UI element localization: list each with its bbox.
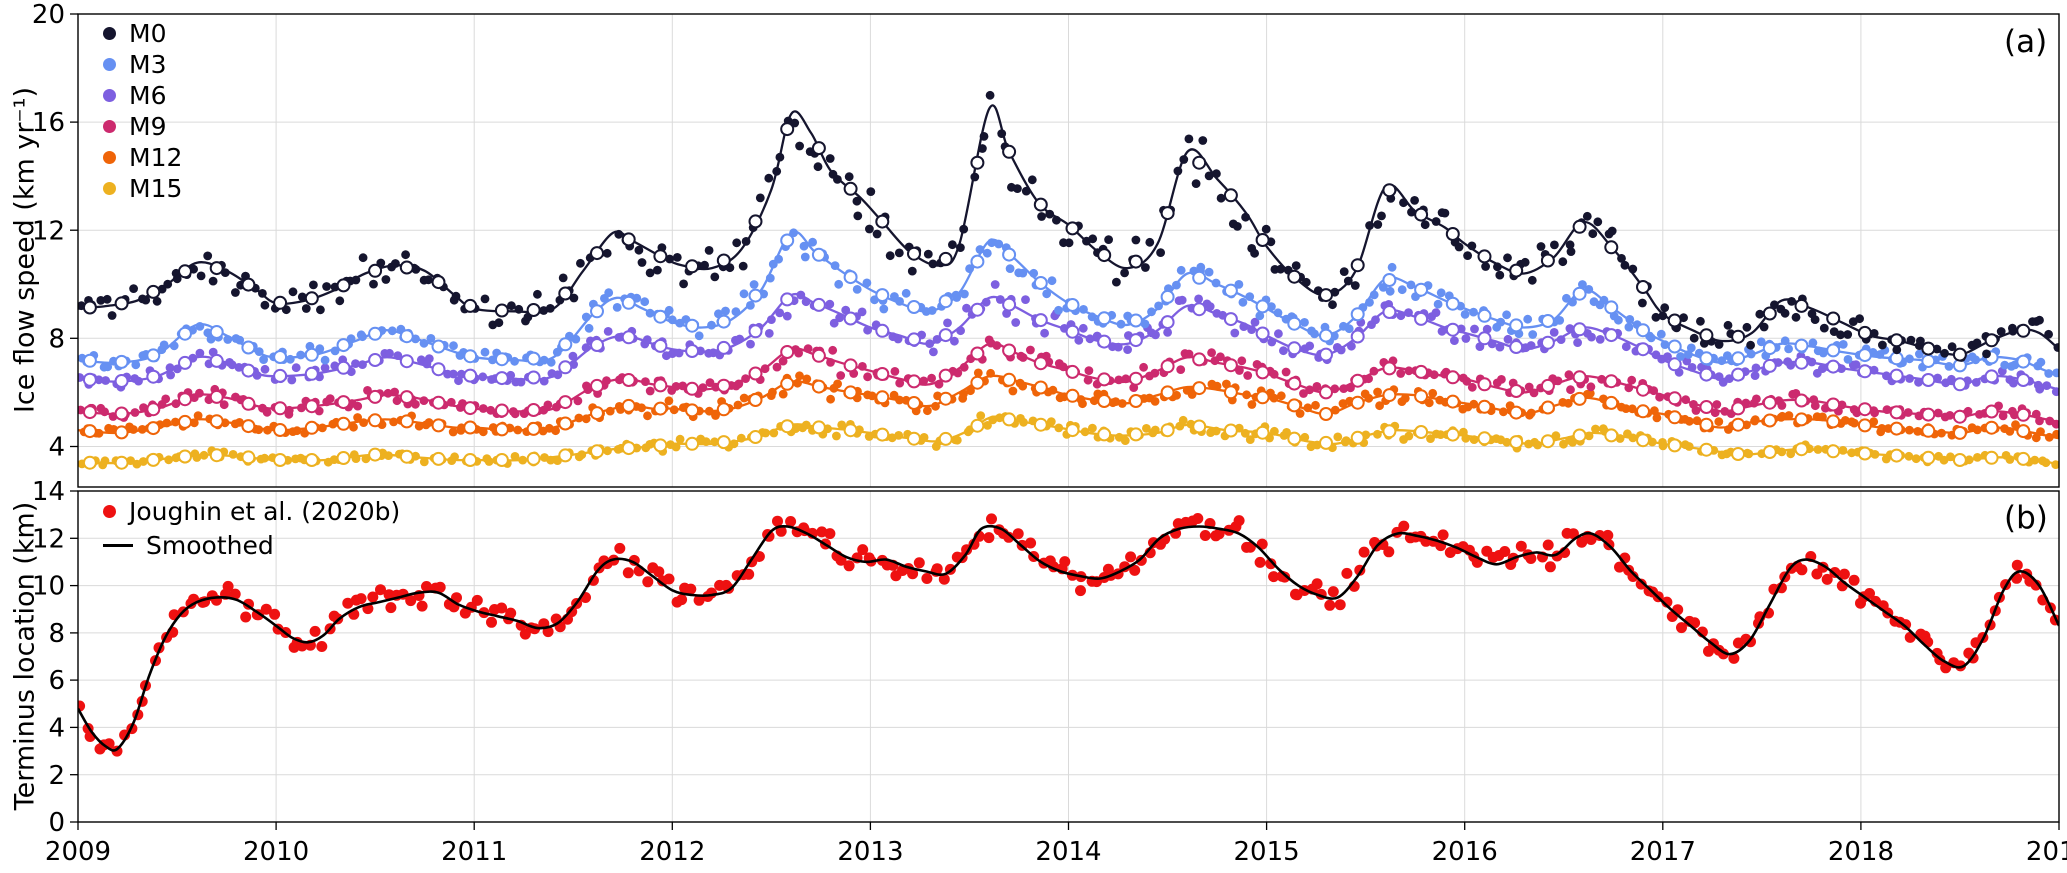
svg-text:2009: 2009: [45, 837, 111, 867]
ticks-a: 4 8 12 16 20: [32, 0, 78, 463]
series-m15: [78, 411, 2059, 470]
grid-b: [77, 490, 2060, 823]
ticks-b: 0 2 4 6 8 10 12 14 2009 2010 2011 2012 2013 2014 2015 2…: [32, 477, 2067, 867]
series-smoothed: [78, 524, 2059, 752]
svg-text:2014: 2014: [1035, 837, 1101, 867]
svg-text:2015: 2015: [1234, 837, 1300, 867]
svg-text:12: 12: [32, 216, 65, 246]
svg-text:2013: 2013: [837, 837, 903, 867]
svg-text:4: 4: [48, 433, 65, 463]
series-m6: [78, 280, 2059, 397]
svg-text:0: 0: [48, 808, 65, 838]
series-m0: [78, 90, 2059, 362]
svg-text:14: 14: [32, 477, 65, 507]
svg-text:2: 2: [48, 761, 65, 791]
svg-text:2016: 2016: [1432, 837, 1498, 867]
svg-text:6: 6: [48, 666, 65, 696]
svg-text:16: 16: [32, 108, 65, 138]
svg-text:2011: 2011: [441, 837, 507, 867]
svg-text:8: 8: [48, 324, 65, 354]
svg-text:10: 10: [32, 572, 65, 602]
svg-text:8: 8: [48, 619, 65, 649]
series-m3: [78, 228, 2059, 378]
svg-text:2010: 2010: [243, 837, 309, 867]
svg-text:2012: 2012: [639, 837, 705, 867]
series-joughin: [78, 513, 2059, 757]
series-m12: [78, 368, 2059, 443]
series-m9: [78, 335, 2059, 429]
panel-a: 4 8 12 16 20: [32, 0, 2060, 488]
svg-text:2017: 2017: [1630, 837, 1696, 867]
panel-b: 0 2 4 6 8 10 12 14 2009 2010 2011 2012 2013 2014 2015 2…: [32, 477, 2067, 867]
svg-text:2018: 2018: [1828, 837, 1894, 867]
svg-text:12: 12: [32, 524, 65, 554]
svg-text:20: 20: [32, 0, 65, 30]
svg-text:2019: 2019: [2026, 837, 2067, 867]
svg-text:4: 4: [48, 714, 65, 744]
